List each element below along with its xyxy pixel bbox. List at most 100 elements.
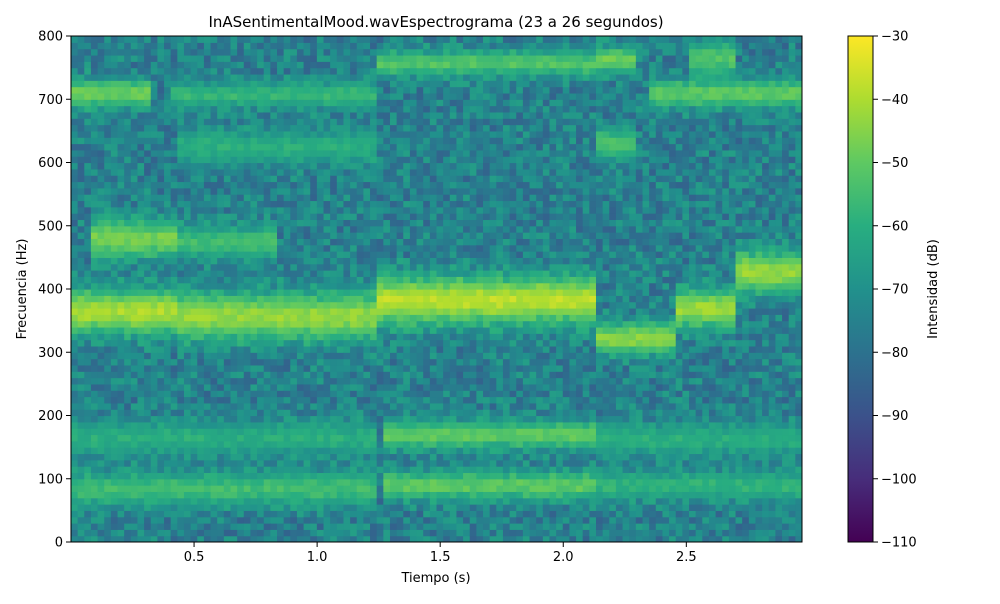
heatmap-cell	[243, 390, 252, 398]
heatmap-cell	[443, 352, 451, 360]
heatmap-cell	[476, 162, 484, 170]
heatmap-cell	[270, 130, 278, 138]
heatmap-cell	[389, 428, 398, 436]
heatmap-cell	[110, 80, 119, 88]
heatmap-cell	[170, 118, 178, 126]
heatmap-cell	[449, 282, 458, 290]
heatmap-cell	[423, 402, 431, 410]
heatmap-cell	[257, 238, 265, 246]
heatmap-cell	[456, 504, 464, 511]
heatmap-cell	[356, 92, 364, 100]
heatmap-cell	[71, 251, 79, 258]
heatmap-cell	[190, 80, 198, 88]
heatmap-cell	[230, 459, 238, 467]
heatmap-cell	[210, 73, 218, 81]
heatmap-cell	[263, 390, 271, 398]
heatmap-cell	[323, 149, 331, 157]
heatmap-cell	[210, 345, 218, 353]
heatmap-cell	[463, 377, 471, 385]
heatmap-cell	[403, 516, 411, 524]
heatmap-cell	[164, 124, 172, 132]
heatmap-cell	[356, 491, 364, 499]
heatmap-cell	[429, 535, 438, 542]
heatmap-cell	[423, 232, 431, 239]
heatmap-cell	[330, 485, 338, 492]
heatmap-cell	[469, 276, 477, 284]
heatmap-cell	[290, 345, 298, 353]
heatmap-cell	[237, 137, 245, 145]
heatmap-cell	[170, 276, 178, 284]
heatmap-cell	[150, 137, 158, 145]
heatmap-cell	[183, 168, 192, 176]
heatmap-cell	[197, 320, 205, 328]
heatmap-cell	[144, 232, 152, 239]
heatmap-cell	[423, 409, 431, 417]
heatmap-cell	[316, 137, 325, 145]
heatmap-cell	[396, 42, 404, 50]
heatmap-cell	[476, 453, 484, 461]
heatmap-cell	[303, 510, 311, 518]
heatmap-cell	[463, 339, 471, 347]
heatmap-cell	[137, 472, 145, 480]
heatmap-cell	[183, 529, 192, 537]
heatmap-cell	[164, 42, 172, 50]
heatmap-cell	[376, 529, 384, 537]
heatmap-cell	[363, 447, 371, 455]
heatmap-cell	[277, 510, 285, 518]
heatmap-cell	[270, 402, 278, 410]
heatmap-cell	[104, 345, 112, 353]
heatmap-cell	[290, 295, 298, 303]
heatmap-cell	[456, 453, 464, 461]
heatmap-cell	[469, 67, 477, 75]
heatmap-cell	[117, 326, 125, 334]
heatmap-cell	[270, 232, 278, 239]
heatmap-cell	[389, 124, 398, 132]
heatmap-cell	[230, 383, 238, 391]
heatmap-cell	[157, 270, 165, 277]
heatmap-cell	[443, 289, 451, 296]
heatmap-cell	[84, 485, 92, 492]
heatmap-cell	[409, 345, 418, 353]
heatmap-cell	[90, 516, 99, 524]
heatmap-cell	[376, 282, 384, 290]
heatmap-cell	[237, 504, 245, 511]
heatmap-cell	[350, 36, 358, 43]
heatmap-cell	[469, 99, 477, 107]
heatmap-cell	[170, 232, 178, 239]
heatmap-cell	[316, 73, 325, 81]
heatmap-cell	[157, 371, 165, 379]
heatmap-cell	[370, 61, 378, 69]
heatmap-cell	[183, 80, 192, 88]
heatmap-cell	[223, 111, 232, 119]
heatmap-cell	[137, 143, 145, 151]
heatmap-cell	[469, 105, 477, 113]
heatmap-cell	[257, 251, 265, 258]
heatmap-cell	[416, 36, 424, 43]
heatmap-cell	[104, 307, 112, 315]
heatmap-cell	[230, 263, 238, 271]
heatmap-cell	[463, 320, 471, 328]
heatmap-cell	[403, 459, 411, 467]
heatmap-cell	[303, 111, 311, 119]
heatmap-cell	[290, 440, 298, 448]
heatmap-cell	[237, 206, 245, 214]
heatmap-cell	[203, 491, 212, 499]
heatmap-cell	[137, 61, 145, 69]
heatmap-cell	[389, 130, 398, 138]
heatmap-cell	[237, 510, 245, 518]
heatmap-cell	[71, 73, 79, 81]
heatmap-cell	[283, 92, 291, 100]
heatmap-cell	[130, 149, 139, 157]
heatmap-cell	[336, 263, 345, 271]
heatmap-cell	[483, 326, 491, 334]
heatmap-cell	[409, 225, 418, 233]
heatmap-cell	[217, 238, 225, 246]
heatmap-cell	[409, 162, 418, 170]
heatmap-cell	[463, 485, 471, 492]
heatmap-cell	[84, 516, 92, 524]
heatmap-cell	[296, 320, 305, 328]
heatmap-cell	[356, 516, 364, 524]
heatmap-cell	[177, 402, 185, 410]
heatmap-cell	[90, 149, 99, 157]
heatmap-cell	[436, 86, 444, 94]
